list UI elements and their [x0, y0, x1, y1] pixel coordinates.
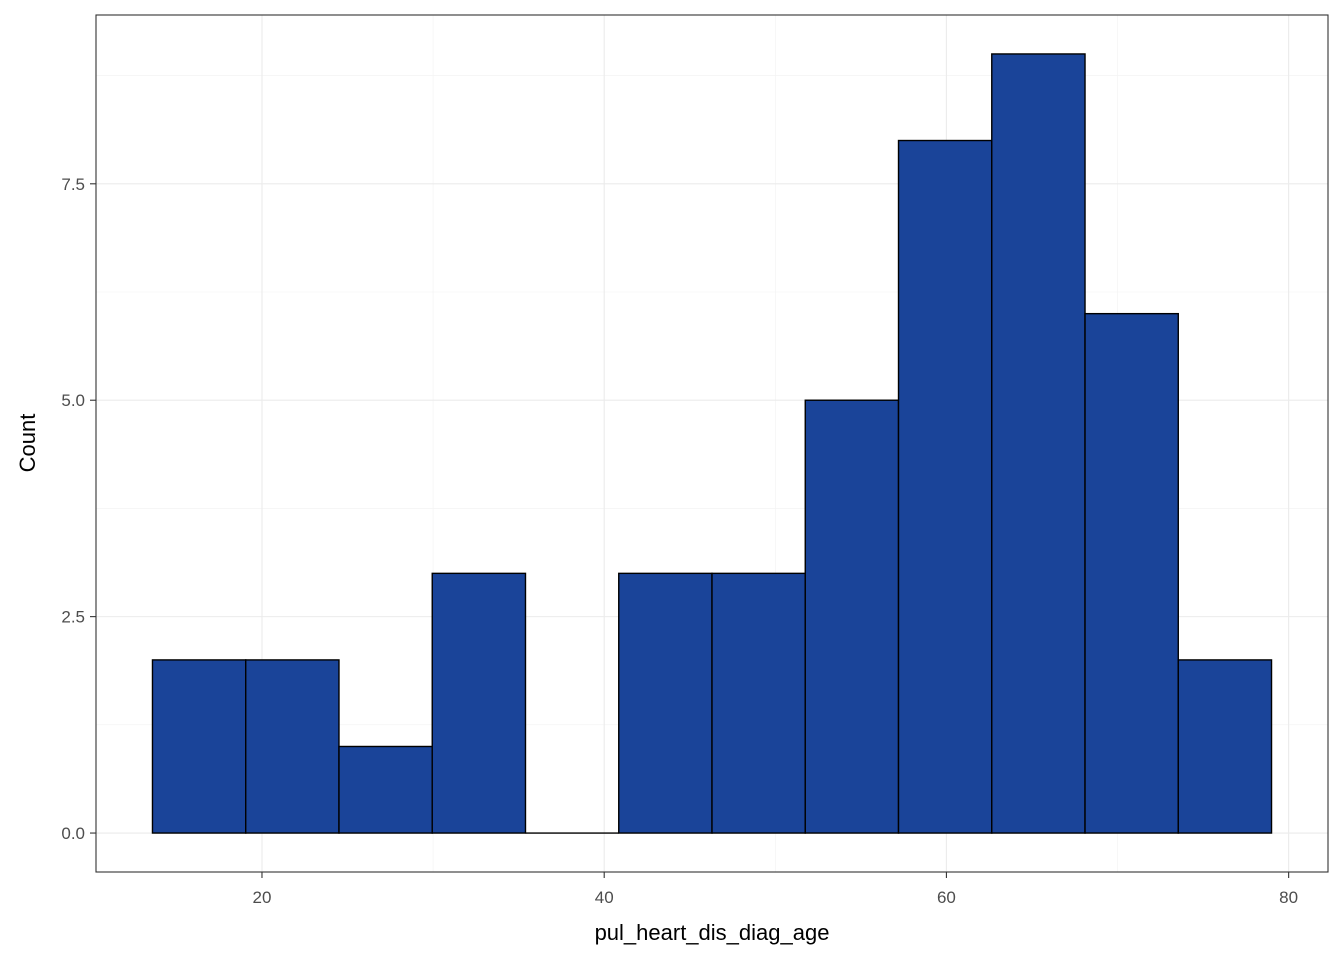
histogram-bar — [711, 572, 806, 834]
histogram-bar — [431, 572, 527, 834]
x-axis-ticks: 20 40 60 80 — [253, 872, 1298, 907]
y-axis-ticks: 0.0 2.5 5.0 7.5 — [61, 175, 96, 843]
y-tick-label: 0.0 — [61, 824, 85, 843]
panel-border — [95, 14, 1329, 873]
histogram-bar — [804, 399, 900, 834]
histogram-bar — [991, 53, 1086, 834]
histogram-bars — [151, 53, 1273, 834]
x-tick-label: 60 — [937, 888, 956, 907]
histogram-bar — [151, 659, 247, 834]
histogram-bar — [618, 572, 713, 834]
histogram-bar — [897, 139, 993, 834]
x-tick-label: 20 — [253, 888, 272, 907]
histogram-bar — [338, 745, 433, 834]
y-tick-label: 2.5 — [61, 608, 85, 627]
y-tick-label: 7.5 — [61, 175, 85, 194]
histogram-bar — [245, 659, 340, 834]
x-tick-label: 80 — [1279, 888, 1298, 907]
y-tick-label: 5.0 — [61, 391, 85, 410]
y-axis-title: Count — [15, 414, 40, 473]
x-tick-label: 40 — [595, 888, 614, 907]
x-axis-title: pul_heart_dis_diag_age — [595, 920, 830, 945]
histogram-bar — [1084, 312, 1179, 834]
histogram-bar — [1177, 659, 1273, 834]
